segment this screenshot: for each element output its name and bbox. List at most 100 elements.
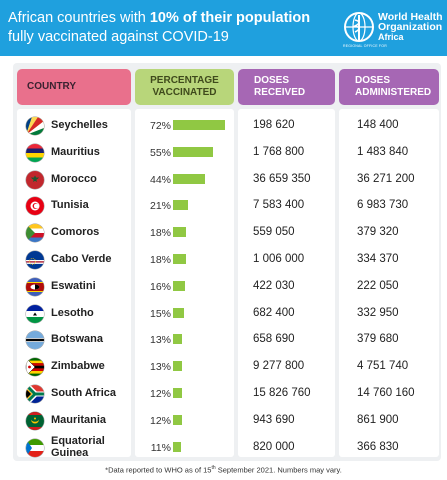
- pct-label: 12%: [149, 414, 171, 427]
- pct-label: 16%: [149, 280, 171, 293]
- flag-comoros-icon: [26, 224, 44, 243]
- pct-label: 13%: [149, 334, 171, 347]
- flag-botswana-icon: [26, 331, 44, 350]
- pct-label: 44%: [149, 173, 171, 186]
- doses-administered-value: 36 271 200: [357, 172, 415, 185]
- pct-bar: [173, 280, 185, 291]
- who-logo-text: World Health Organization Africa: [378, 12, 443, 42]
- flag-seychelles-icon: [26, 117, 44, 135]
- administered-column-bg: [339, 109, 439, 457]
- doses-administered-value: 148 400: [357, 119, 399, 131]
- who-line1: World Health: [378, 11, 443, 23]
- pct-label: 55%: [149, 146, 171, 159]
- doses-received-value: 15 826 760: [253, 387, 311, 399]
- flag-south-africa-icon: [26, 385, 44, 403]
- flag-mauritius-icon: [26, 143, 44, 162]
- flag-equatorial-guinea-icon: [26, 438, 44, 457]
- pct-bar: [173, 173, 205, 184]
- footnote: *Data reported to WHO as of 15th Septemb…: [0, 465, 447, 475]
- table-row: South Africa 12% 15 826 760 14 760 160: [0, 382, 447, 406]
- pct-bar: [173, 334, 183, 345]
- doses-administered-value: 861 900: [357, 413, 399, 426]
- flag-cabo-verde-icon: [26, 251, 44, 269]
- header-rec-line1: DOSES: [254, 75, 290, 86]
- pct-bar: [173, 227, 186, 238]
- footnote-sup: th: [211, 465, 216, 471]
- table-row: Lesotho 15% 682 400 332 950: [0, 302, 447, 326]
- country-name: Comoros: [51, 226, 100, 239]
- country-name: Mauritius: [51, 145, 100, 158]
- pct-bar: [173, 388, 182, 398]
- flag-mauritania-icon: [26, 411, 44, 430]
- pct-bar: [173, 200, 189, 211]
- doses-received-value: 682 400: [253, 306, 295, 319]
- pct-label: 11%: [150, 441, 171, 454]
- pct-label: 18%: [149, 227, 171, 240]
- footnote-day: 15: [203, 465, 212, 475]
- table-row: Mauritania 12% 943 690 861 900: [0, 409, 447, 433]
- doses-administered-value: 4 751 740: [357, 360, 409, 373]
- doses-received-value: 1 768 800: [253, 145, 305, 158]
- flag-tunisia-icon: [26, 197, 44, 216]
- flag-lesotho-icon: [26, 304, 44, 323]
- received-column-bg: [238, 109, 335, 457]
- header-adm-line2: ADMINISTERED: [355, 87, 432, 98]
- doses-received-value: 9 277 800: [253, 360, 305, 373]
- country-name: Tunisia: [51, 199, 89, 212]
- who-line2: Organization: [378, 21, 443, 33]
- country-name: South Africa: [51, 387, 116, 399]
- flag-zimbabwe-icon: [26, 358, 44, 377]
- table-row: Botswana 13% 658 690 379 680: [0, 328, 447, 352]
- table-row: Cabo Verde 18% 1 006 000 334 370: [0, 248, 447, 272]
- title-bold: 10% of their population: [149, 10, 311, 26]
- table-row: Eswatini 16% 422 030 222 050: [0, 275, 447, 299]
- table-row: Comoros 18% 559 050 379 320: [0, 221, 447, 245]
- header-adm-line1: DOSES: [355, 75, 391, 86]
- pct-label: 13%: [149, 361, 171, 374]
- flag-eswatini-icon: [26, 277, 44, 296]
- doses-received-value: 7 583 400: [253, 199, 305, 212]
- pct-bar: [173, 361, 183, 372]
- pct-label: 12%: [149, 388, 171, 400]
- doses-received-value: 1 006 000: [253, 253, 305, 265]
- table-row: Zimbabwe 13% 9 277 800 4 751 740: [0, 355, 447, 379]
- doses-administered-value: 6 983 730: [357, 199, 409, 212]
- country-name: Cabo Verde: [51, 253, 112, 265]
- header-country: COUNTRY: [17, 69, 131, 105]
- country-name: Eswatini: [51, 279, 96, 292]
- doses-received-value: 943 690: [253, 413, 295, 426]
- table-row: Morocco 44% 36 659 350 36 271 200: [0, 168, 447, 192]
- pct-label: 18%: [149, 254, 171, 266]
- doses-received-value: 36 659 350: [253, 172, 311, 185]
- table-row: Tunisia 21% 7 583 400 6 983 730: [0, 194, 447, 218]
- doses-administered-value: 222 050: [357, 279, 399, 292]
- doses-received-value: 658 690: [253, 333, 295, 346]
- header-percentage: PERCENTAGE VACCINATED: [135, 69, 234, 105]
- pct-bar: [173, 120, 225, 130]
- doses-administered-value: 379 320: [357, 226, 399, 239]
- header-rec-line2: RECEIVED: [254, 87, 306, 98]
- country-name: Equatorial Guinea: [51, 435, 105, 459]
- doses-received-value: 559 050: [253, 226, 295, 239]
- table-row: Mauritius 55% 1 768 800 1 483 840: [0, 141, 447, 165]
- header-pct-line1: PERCENTAGE: [150, 75, 219, 86]
- country-name: Morocco: [51, 172, 97, 185]
- country-name: Lesotho: [51, 306, 94, 319]
- country-name: Mauritania: [51, 413, 107, 426]
- doses-received-value: 198 620: [253, 119, 295, 131]
- doses-administered-value: 14 760 160: [357, 387, 415, 399]
- pct-bar: [173, 414, 182, 425]
- header-banner: African countries with 10% of their popu…: [0, 0, 447, 56]
- header-doses-administered: DOSES ADMINISTERED: [339, 69, 439, 105]
- pct-label: 72%: [149, 120, 171, 132]
- header-pct-line2: VACCINATED: [152, 87, 217, 98]
- table-row: Equatorial Guinea 11% 820 000 366 830: [0, 435, 447, 460]
- pct-bar: [173, 254, 186, 264]
- pct-bar: [173, 307, 184, 318]
- chart-title: African countries with 10% of their popu…: [8, 9, 338, 47]
- who-sub-text: REGIONAL OFFICE FOR: [343, 44, 387, 48]
- country-name: Seychelles: [51, 119, 108, 131]
- flag-morocco-icon: [26, 170, 44, 189]
- title-part2: fully vaccinated against COVID-19: [8, 29, 229, 45]
- doses-received-value: 422 030: [253, 279, 295, 292]
